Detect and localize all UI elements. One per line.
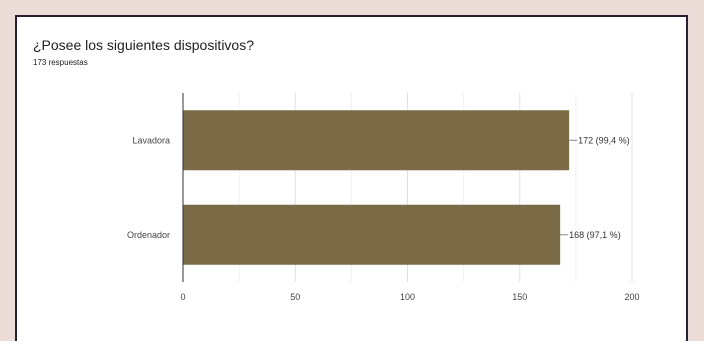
x-tick-label: 150 [512,292,527,302]
data-label: 172 (99,4 %) [578,135,630,145]
x-tick-label: 200 [624,292,639,302]
bar [183,110,570,171]
bar [183,204,561,265]
x-tick-label: 0 [180,292,185,302]
category-label: Lavadora [132,135,170,145]
x-tick-label: 100 [400,292,415,302]
data-label: 168 (97,1 %) [569,230,621,240]
category-label: Ordenador [127,230,170,240]
response-count: 173 respuestas [33,58,88,67]
x-tick-label: 50 [290,292,300,302]
chart-title: ¿Posee los siguientes dispositivos? [33,37,255,53]
